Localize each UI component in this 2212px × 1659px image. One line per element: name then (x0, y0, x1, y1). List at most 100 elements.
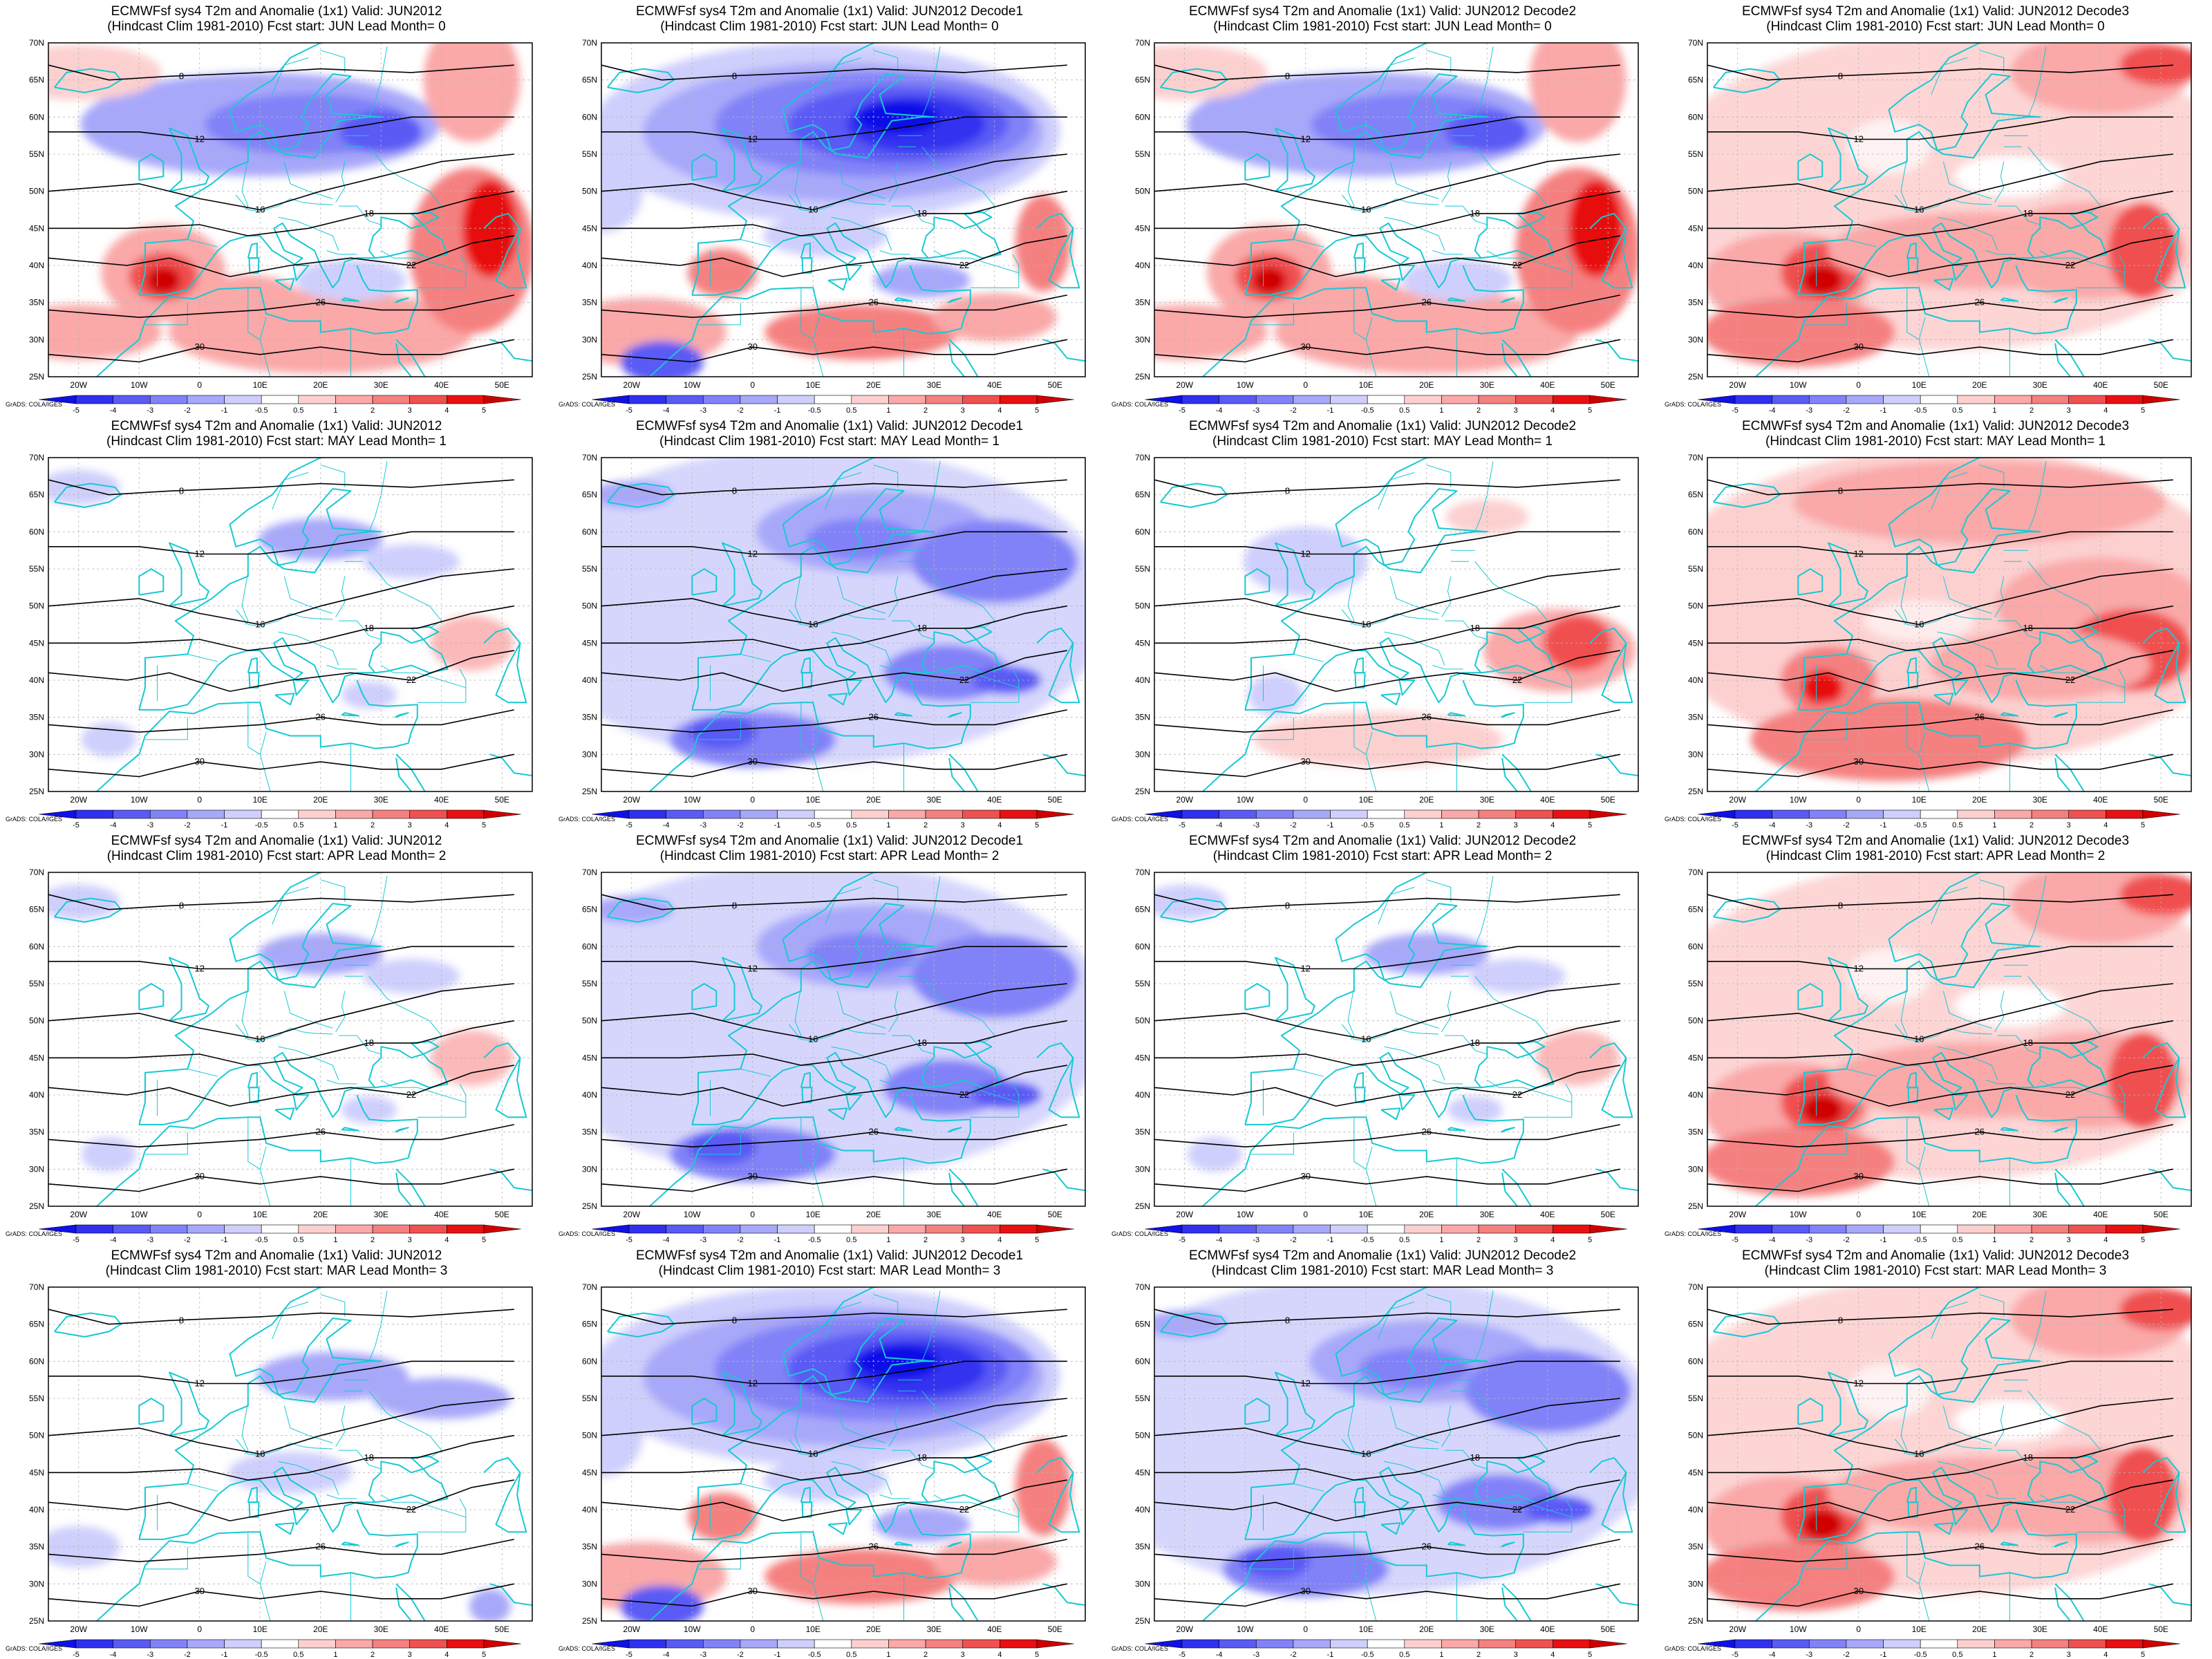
lon-label: 40E (2093, 1624, 2108, 1634)
lat-label: 45N (582, 223, 597, 233)
colorbar-label: 0.5 (1952, 1236, 1962, 1244)
colorbar-label: -5 (1179, 1651, 1185, 1659)
lon-label: 40E (987, 380, 1002, 390)
colorbar-swatch (925, 395, 964, 404)
anomaly-field (48, 469, 514, 757)
colorbar-swatch (814, 1224, 852, 1234)
colorbar-label: 3 (2067, 821, 2071, 830)
lon-label: 40E (434, 1624, 449, 1634)
colorbar-swatch (1441, 809, 1479, 819)
colorbar: -5 -4 -3 -2 -1 -0.5 0.5 1 2 3 4 5 (1145, 1224, 1627, 1244)
colorbar-label: -1 (221, 406, 228, 415)
colorbar-label: 4 (1550, 406, 1555, 415)
lon-label: 0 (1856, 1624, 1861, 1634)
colorbar-label: 5 (2141, 406, 2145, 415)
borders (698, 461, 1020, 791)
graticule (1707, 458, 2191, 791)
colorbar-label: 4 (2103, 406, 2108, 415)
lon-label: 20E (866, 1624, 881, 1634)
colorbar-label: -0.5 (255, 1236, 268, 1244)
colorbar-swatch (1846, 1639, 1884, 1649)
lon-label: 20E (866, 1210, 881, 1219)
colorbar-label: 3 (408, 406, 412, 415)
contour-label: 26 (1975, 712, 1985, 722)
colorbar-swatch (1883, 1224, 1921, 1234)
lon-label: 40E (2093, 795, 2108, 805)
lat-label: 65N (1135, 75, 1150, 85)
forecast-panel: ECMWFsf sys4 T2m and Anomalie (1x1) Vali… (6, 834, 533, 1244)
colorbar-swatch (224, 1224, 262, 1234)
coastlines (54, 1287, 532, 1621)
map-frame (1154, 872, 1639, 1207)
contour-label: 22 (406, 260, 416, 270)
lat-label: 40N (1688, 261, 1703, 270)
grads-credit: GrADS: COLA/IGES (1112, 1645, 1168, 1652)
colorbar-label: 2 (924, 1236, 928, 1244)
colorbar-label: -4 (110, 406, 117, 415)
colorbar-swatch (1000, 1639, 1038, 1649)
lat-label: 70N (29, 868, 44, 877)
lat-label: 55N (1135, 1394, 1150, 1403)
colorbar-label: -0.5 (1914, 821, 1927, 830)
lat-label: 40N (1135, 1090, 1150, 1100)
colorbar: -5 -4 -3 -2 -1 -0.5 0.5 1 2 3 4 5 (1698, 1639, 2180, 1659)
colorbar-swatch (224, 1639, 262, 1649)
panel-title: ECMWFsf sys4 T2m and Anomalie (1x1) Vali… (1189, 1248, 1576, 1263)
contour-label: 18 (364, 1452, 374, 1463)
anomaly-field (48, 884, 514, 1172)
lat-label: 40N (582, 261, 597, 270)
colorbar-label: 3 (961, 406, 965, 415)
lon-label: 30E (374, 1624, 388, 1634)
lon-label: 10W (131, 1210, 148, 1219)
contour-label: 26 (869, 1541, 879, 1552)
colorbar-label: 3 (2067, 1236, 2071, 1244)
colorbar-label: -5 (626, 1236, 632, 1244)
grads-credit: GrADS: COLA/IGES (6, 1230, 62, 1237)
lat-label: 65N (582, 75, 597, 85)
lat-label: 25N (582, 372, 597, 382)
lat-label: 50N (582, 1431, 597, 1441)
colorbar: -5 -4 -3 -2 -1 -0.5 0.5 1 2 3 4 5 (39, 1224, 521, 1244)
lon-label: 50E (2154, 795, 2168, 805)
lon-label: 30E (1480, 1624, 1494, 1634)
coastlines (1713, 43, 2191, 377)
lat-label: 50N (1135, 187, 1150, 196)
lat-label: 60N (1688, 112, 1703, 122)
map-frame (1154, 457, 1639, 792)
colorbar-swatch (962, 395, 1000, 404)
colorbar-label: 2 (2030, 1236, 2034, 1244)
colorbar-label: 2 (371, 821, 375, 830)
colorbar-swatch (483, 809, 521, 819)
colorbar-label: -3 (1806, 1236, 1812, 1244)
lat-label: 35N (1688, 1127, 1703, 1137)
colorbar-swatch (447, 395, 485, 404)
lon-label: 30E (927, 380, 941, 390)
coastlines (1160, 872, 1638, 1206)
contour-label: 12 (748, 549, 758, 559)
temperature-contours: 8 12 16 18 22 26 30 (601, 64, 1067, 363)
lon-label: 10E (253, 380, 268, 390)
lon-label: 50E (495, 1624, 509, 1634)
colorbar-swatch (1293, 1224, 1331, 1234)
lat-label: 35N (1135, 713, 1150, 722)
lat-label: 70N (582, 453, 597, 462)
colorbar-swatch (298, 809, 336, 819)
colorbar-swatch (224, 809, 262, 819)
forecast-panel: ECMWFsf sys4 T2m and Anomalie (1x1) Vali… (1112, 4, 1639, 415)
grads-credit: GrADS: COLA/IGES (1665, 816, 1721, 823)
colorbar-label: 3 (1514, 821, 1518, 830)
contour-label: 26 (316, 712, 326, 722)
contour-label: 8 (1285, 1315, 1290, 1325)
contour-label: 16 (1361, 619, 1371, 630)
lon-label: 30E (1480, 380, 1494, 390)
lon-label: 10W (131, 795, 148, 805)
colorbar: -5 -4 -3 -2 -1 -0.5 0.5 1 2 3 4 5 (1145, 1639, 1627, 1659)
colorbar-label: -0.5 (808, 821, 821, 830)
colorbar-label: 4 (1550, 1236, 1555, 1244)
colorbar-label: -2 (1290, 1651, 1297, 1659)
lat-label: 45N (1135, 223, 1150, 233)
temperature-contours: 8 12 16 18 22 26 30 (1707, 64, 2173, 363)
lat-label: 45N (29, 638, 44, 648)
lat-label: 25N (1135, 1201, 1150, 1211)
lat-label: 35N (1135, 1127, 1150, 1137)
